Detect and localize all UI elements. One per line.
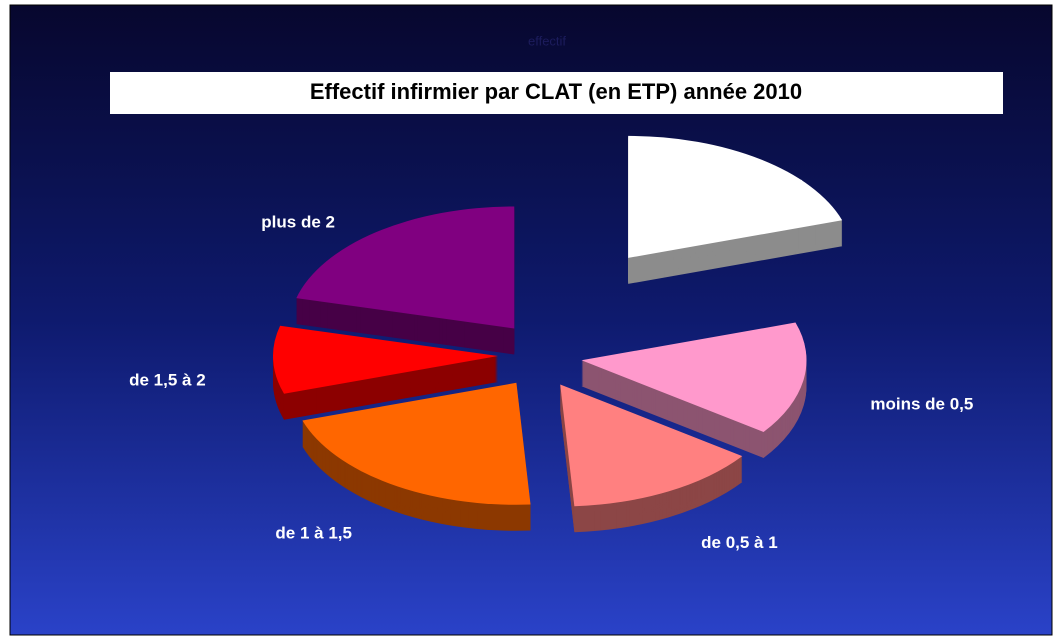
slice <box>302 382 531 505</box>
slice <box>581 322 807 458</box>
slice-label: moins de 0,5 <box>870 395 973 414</box>
slice <box>273 325 499 420</box>
slice <box>296 206 515 355</box>
slice-label: de 1 à 1,5 <box>275 523 352 542</box>
title-box <box>110 72 1003 114</box>
slice-label: de 0,5 à 1 <box>701 533 778 552</box>
chart-subtitle: effectif <box>528 33 566 48</box>
slice <box>628 135 843 258</box>
slice-label: de 1,5 à 2 <box>129 371 206 390</box>
slice-label: aucun <box>754 174 804 193</box>
slice <box>581 322 807 432</box>
slice <box>273 325 499 394</box>
slice <box>296 206 515 329</box>
chart-title: Effectif infirmier par CLAT (en ETP) ann… <box>310 79 802 104</box>
slice <box>560 384 743 507</box>
slice <box>560 384 743 533</box>
slice-label: plus de 2 <box>261 213 335 232</box>
slice <box>628 135 843 284</box>
slice <box>302 382 531 531</box>
